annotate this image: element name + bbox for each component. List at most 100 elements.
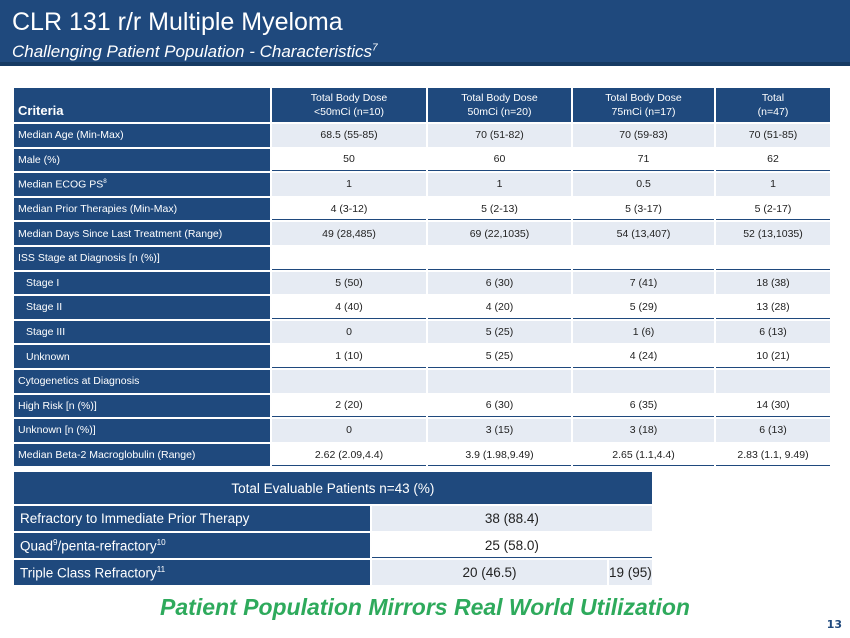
- cell: 18 (38): [716, 271, 830, 295]
- row-label: Median ECOG PS8: [14, 173, 270, 196]
- cell: 1: [428, 173, 571, 196]
- cell: 70 (51-85): [716, 124, 830, 147]
- cell: 6 (13): [716, 419, 830, 442]
- subtitle-text: Challenging Patient Population - Charact…: [12, 42, 373, 61]
- cell: 0.5: [573, 173, 714, 196]
- cell: 5 (3-17): [573, 197, 714, 221]
- footnote-ref: 8: [103, 178, 107, 186]
- col-header: Total Body Dose 50mCi (n=20): [428, 88, 571, 122]
- row-label: Cytogenetics at Diagnosis: [14, 369, 270, 393]
- label-text: ISS Stage at Diagnosis [n (%)]: [18, 252, 160, 265]
- footnote-ref: 10: [156, 537, 166, 547]
- cell: 52 (13,1035): [716, 222, 830, 245]
- label-text: Median Days Since Last Treatment (Range): [18, 227, 223, 240]
- row-label: Median Days Since Last Treatment (Range): [14, 222, 270, 245]
- footnote-ref: 11: [156, 564, 166, 574]
- table-row: Stage III 0 5 (25) 1 (6) 6 (13): [14, 320, 830, 344]
- cell: 62: [716, 148, 830, 172]
- label-text: Median Prior Therapies (Min-Max): [18, 203, 178, 216]
- cell: 13 (28): [716, 296, 830, 319]
- cell: [428, 246, 571, 270]
- cell: 5 (2-13): [428, 197, 571, 221]
- col-line: 75mCi (n=17): [611, 106, 676, 118]
- cell: [428, 369, 571, 393]
- row-label: Quad9/penta-refractory10: [14, 533, 370, 558]
- label-text: Stage II: [26, 301, 63, 314]
- cell: 5 (29): [573, 296, 714, 319]
- row-label: Median Prior Therapies (Min-Max): [14, 197, 270, 221]
- cell: 1 (6): [573, 320, 714, 344]
- col-line: Total Body Dose: [605, 92, 682, 104]
- table-row: Unknown 1 (10) 5 (25) 4 (24) 10 (21): [14, 345, 830, 368]
- row-label: Stage I: [14, 271, 270, 295]
- table-row: High Risk [n (%)] 2 (20) 6 (30) 6 (35) 14 (3…: [14, 394, 830, 418]
- col-line: 50mCi (n=20): [467, 106, 532, 118]
- col-line: Total Body Dose: [310, 92, 388, 104]
- cell: 6 (35): [573, 394, 714, 418]
- cell: [573, 246, 714, 270]
- row-label: Unknown [n (%)]: [14, 419, 270, 442]
- cell: 6 (30): [428, 271, 571, 295]
- table-row: Median Days Since Last Treatment (Range)…: [14, 222, 830, 245]
- label-text: Median Beta-2 Macroglobulin (Range): [18, 449, 196, 462]
- label-text: Median ECOG PS: [18, 178, 104, 191]
- cell: 70 (59-83): [573, 124, 714, 147]
- table-row: Median Age (Min-Max) 68.5 (55-85) 70 (51-8…: [14, 124, 830, 147]
- cell: [716, 369, 830, 393]
- table-row: Median Prior Therapies (Min-Max) 4 (3-12)…: [14, 197, 830, 221]
- cell: 2.83 (1.1, 9.49): [716, 443, 830, 467]
- criteria-header: Criteria: [14, 88, 270, 122]
- cell: 6 (13): [716, 320, 830, 344]
- header-row: Criteria Total Body Dose <50mCi (n=10) To…: [14, 88, 830, 122]
- cell: 5 (50): [272, 271, 426, 295]
- cell: 0: [272, 419, 426, 442]
- col-header: Total Body Dose <50mCi (n=10): [272, 88, 426, 122]
- cell: 2 (20): [272, 394, 426, 418]
- cell: 2.62 (2.09,4.4): [272, 443, 426, 467]
- page-number: 13: [826, 618, 842, 631]
- row-label: Stage III: [14, 320, 270, 344]
- label-text: Male (%): [18, 153, 61, 166]
- cell: 10 (21): [716, 345, 830, 368]
- cell: 14 (30): [716, 394, 830, 418]
- evaluable-patients-table: Total Evaluable Patients n=43 (%) Refrac…: [12, 470, 654, 587]
- cell: 19 (95): [609, 560, 652, 585]
- row-label: Median Age (Min-Max): [14, 124, 270, 147]
- table-row: Cytogenetics at Diagnosis: [14, 369, 830, 393]
- cell: 70 (51-82): [428, 124, 571, 147]
- cell: 1 (10): [272, 345, 426, 368]
- label-text: Cytogenetics at Diagnosis: [18, 375, 140, 388]
- row-label: Unknown: [14, 345, 270, 368]
- label-text: Median Age (Min-Max): [18, 129, 124, 142]
- cell: 7 (41): [573, 271, 714, 295]
- table-row: Median ECOG PS8 1 1 0.5 1: [14, 173, 830, 196]
- slide-subtitle: Challenging Patient Population - Charact…: [12, 42, 378, 62]
- cell: 4 (20): [428, 296, 571, 319]
- footnote-ref: 7: [372, 42, 378, 54]
- cell: 68.5 (55-85): [272, 124, 426, 147]
- col-line: (n=47): [757, 106, 789, 118]
- cell: 3.9 (1.98,9.49): [428, 443, 571, 467]
- cell: [272, 369, 426, 393]
- cell: 4 (40): [272, 296, 426, 319]
- label-text: Stage I: [26, 276, 60, 289]
- cell: 69 (22,1035): [428, 222, 571, 245]
- table-row: Male (%) 50 60 71 62: [14, 148, 830, 172]
- cell: 1: [716, 173, 830, 196]
- cell: 20 (46.5): [372, 560, 607, 585]
- cell: 25 (58.0): [372, 533, 652, 558]
- cell: 54 (13,407): [573, 222, 714, 245]
- col-line: Total Body Dose: [461, 92, 538, 104]
- row-label: Triple Class Refractory11: [14, 560, 370, 585]
- cell: 5 (2-17): [716, 197, 830, 221]
- cell: [272, 246, 426, 270]
- cell: 5 (25): [428, 320, 571, 344]
- cell: 3 (15): [428, 419, 571, 442]
- footnote-ref: 9: [53, 537, 58, 547]
- cell: 71: [573, 148, 714, 172]
- cell: 2.65 (1.1,4.4): [573, 443, 714, 467]
- col-line: <50mCi (n=10): [313, 106, 385, 118]
- col-header: Total (n=47): [716, 88, 830, 122]
- label-text: Unknown [n (%)]: [18, 424, 96, 437]
- evaluable-header: Total Evaluable Patients n=43 (%): [14, 472, 652, 504]
